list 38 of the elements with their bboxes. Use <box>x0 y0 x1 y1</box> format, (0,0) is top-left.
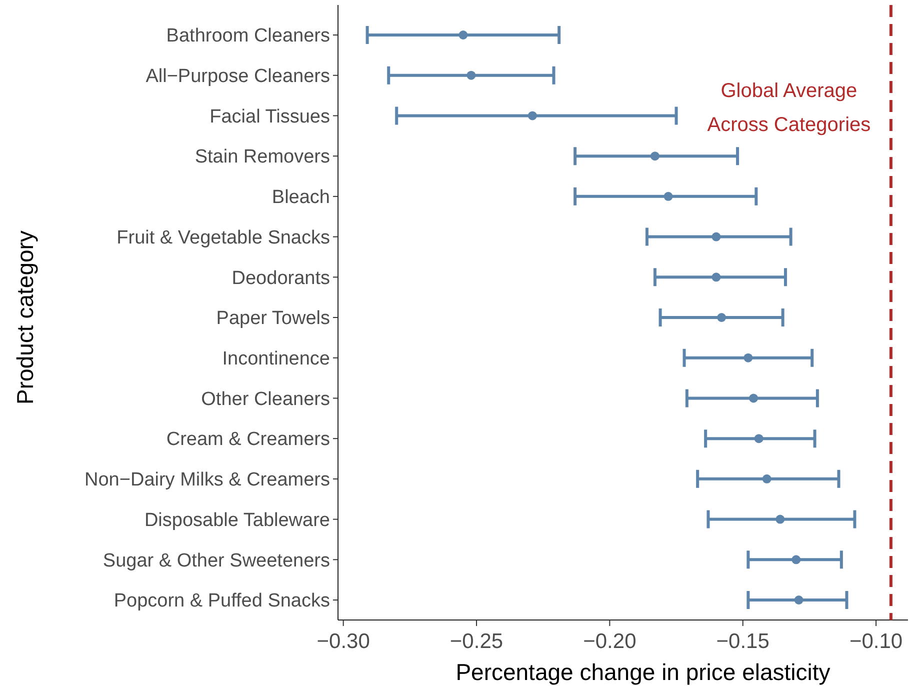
y-tick-label: Fruit & Vegetable Snacks <box>116 227 330 248</box>
point <box>794 596 804 604</box>
point <box>528 111 537 120</box>
y-tick-label: Disposable Tableware <box>144 510 330 531</box>
y-axis-title: Product category <box>12 230 38 404</box>
y-tick-label: Cream & Creamers <box>166 429 330 450</box>
y-tick-label: Paper Towels <box>216 308 330 330</box>
point <box>744 353 753 362</box>
point <box>749 394 758 403</box>
y-tick-label: Stain Removers <box>194 146 330 168</box>
point <box>754 434 764 444</box>
ref-line-label: Global Average Across Categories <box>707 80 871 136</box>
x-tick-label: −0.10 <box>849 630 903 653</box>
y-tick-label: Non−Dairy Milks & Creamers <box>84 470 330 491</box>
x-tick-label: −0.30 <box>316 630 370 653</box>
x-tick-label: −0.25 <box>450 630 504 653</box>
y-tick-label: Facial Tissues <box>210 106 330 128</box>
y-tick-label: Incontinence <box>222 348 330 370</box>
point <box>712 232 721 242</box>
point <box>650 152 660 161</box>
y-tick-label: Popcorn & Puffed Snacks <box>114 590 330 612</box>
x-tick-label: −0.15 <box>716 630 770 653</box>
y-tick-label: Bleach <box>272 187 330 208</box>
point <box>466 70 476 80</box>
point <box>717 313 726 322</box>
point <box>792 555 801 564</box>
x-tick-label: −0.20 <box>583 630 636 653</box>
y-tick-label: Other Cleaners <box>201 388 330 410</box>
point <box>712 272 721 282</box>
y-tick-label: Bathroom Cleaners <box>166 26 330 47</box>
y-tick-label: Sugar & Other Sweeteners <box>102 550 330 572</box>
y-tick-label: All−Purpose Cleaners <box>146 66 330 88</box>
y-tick-label: Deodorants <box>232 268 330 289</box>
x-axis-title: Percentage change in price elasticity <box>456 659 831 685</box>
point <box>776 514 785 524</box>
point <box>458 30 468 40</box>
point <box>762 474 772 484</box>
point <box>664 192 673 201</box>
